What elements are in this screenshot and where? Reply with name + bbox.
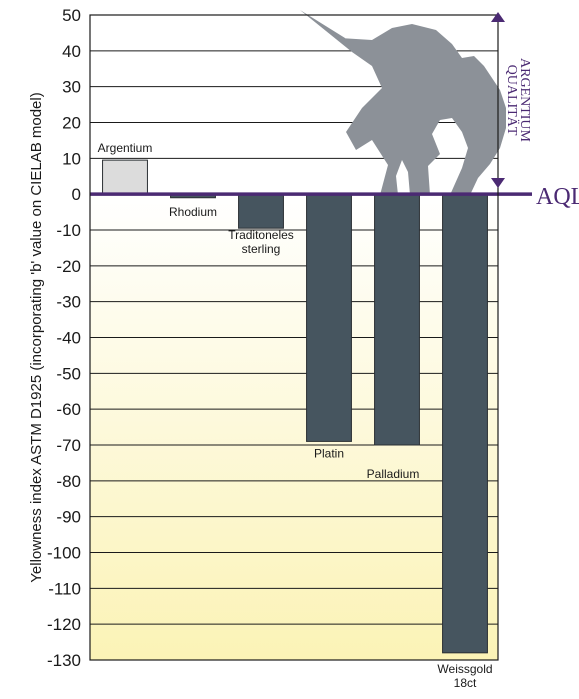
y-tick-label: -120 bbox=[47, 615, 81, 634]
y-tick-label: -130 bbox=[47, 651, 81, 670]
y-tick-label: -70 bbox=[56, 436, 81, 455]
y-tick-label: -40 bbox=[56, 329, 81, 348]
negative-region-fill bbox=[90, 194, 498, 660]
y-tick-label: 20 bbox=[62, 114, 81, 133]
y-tick-label: 50 bbox=[62, 6, 81, 25]
y-axis-label: Yellowness index ASTM D1925 (incorporati… bbox=[28, 92, 45, 582]
bar-label: Traditoneles bbox=[228, 228, 294, 242]
side-annotation-text: QUALITÄT bbox=[504, 65, 521, 136]
y-tick-label: -60 bbox=[56, 400, 81, 419]
bar-label: Rhodium bbox=[169, 205, 217, 219]
plot-frame bbox=[89, 14, 499, 661]
bar-label: Weissgold bbox=[437, 662, 492, 676]
bar-label: sterling bbox=[242, 242, 281, 256]
unicorn-logo-icon bbox=[300, 10, 506, 195]
bar-label: Platin bbox=[314, 446, 344, 460]
y-tick-label: -30 bbox=[56, 293, 81, 312]
bar bbox=[102, 159, 148, 195]
down-arrow-icon bbox=[491, 178, 505, 188]
y-tick-label: -80 bbox=[56, 472, 81, 491]
y-tick-label: -50 bbox=[56, 364, 81, 383]
bar-label: 18ct bbox=[454, 676, 477, 690]
negative-region-gradient bbox=[90, 194, 498, 660]
y-tick-label: 30 bbox=[62, 78, 81, 97]
bar-label: Argentium bbox=[98, 141, 153, 155]
aql-label: AQL bbox=[536, 184, 579, 210]
y-tick-label: -100 bbox=[47, 544, 81, 563]
bar bbox=[306, 193, 352, 442]
bar bbox=[374, 193, 420, 446]
y-tick-label: -20 bbox=[56, 257, 81, 276]
y-tick-label: 0 bbox=[72, 185, 81, 204]
bar-label: Palladium bbox=[367, 467, 420, 481]
y-tick-label: 40 bbox=[62, 42, 81, 61]
y-tick-label: -90 bbox=[56, 508, 81, 527]
side-annotation-text: ARGENTIUM bbox=[517, 58, 532, 143]
y-tick-label: 10 bbox=[62, 149, 81, 168]
bar bbox=[442, 193, 488, 654]
up-arrow-icon bbox=[491, 12, 505, 22]
y-tick-label: -10 bbox=[56, 221, 81, 240]
bar bbox=[238, 193, 284, 229]
y-tick-label: -110 bbox=[48, 579, 81, 598]
